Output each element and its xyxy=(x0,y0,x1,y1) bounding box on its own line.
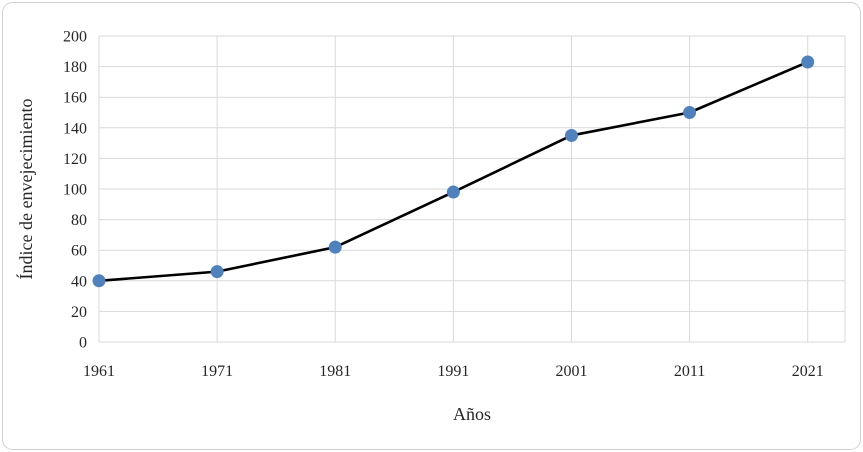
x-tick-label: 2001 xyxy=(555,363,587,380)
data-point xyxy=(210,265,224,279)
data-series xyxy=(92,55,815,288)
gridlines xyxy=(98,35,846,343)
y-tick-label: 200 xyxy=(63,29,87,46)
y-axis-tick-labels: 0 20 40 60 80 100 120 140 160 180 200 xyxy=(63,29,87,352)
data-point xyxy=(801,55,815,69)
data-point xyxy=(92,274,106,288)
x-axis-tick-labels: 1961 1971 1981 1991 2001 2011 2021 xyxy=(83,363,824,380)
y-tick-label: 60 xyxy=(71,243,87,260)
y-axis-title: Índice de envejecimiento xyxy=(15,99,36,280)
data-point xyxy=(328,240,342,254)
x-tick-label: 1971 xyxy=(201,363,233,380)
y-tick-label: 80 xyxy=(71,212,87,229)
y-tick-label: 40 xyxy=(71,273,87,290)
y-tick-label: 20 xyxy=(71,304,87,321)
data-point xyxy=(564,128,578,142)
x-tick-label: 1981 xyxy=(319,363,351,380)
y-tick-label: 180 xyxy=(63,59,87,76)
y-tick-label: 140 xyxy=(63,120,87,137)
y-tick-label: 0 xyxy=(79,335,87,352)
data-point xyxy=(683,106,697,119)
y-tick-label: 100 xyxy=(63,182,87,199)
x-tick-label: 1961 xyxy=(83,363,115,380)
x-axis-title: Años xyxy=(453,404,491,424)
y-tick-label: 120 xyxy=(63,151,87,168)
x-tick-label: 2021 xyxy=(792,363,824,380)
x-tick-label: 1991 xyxy=(437,363,469,380)
data-point xyxy=(446,185,460,199)
y-tick-label: 160 xyxy=(63,90,87,107)
x-tick-label: 2011 xyxy=(674,363,705,380)
